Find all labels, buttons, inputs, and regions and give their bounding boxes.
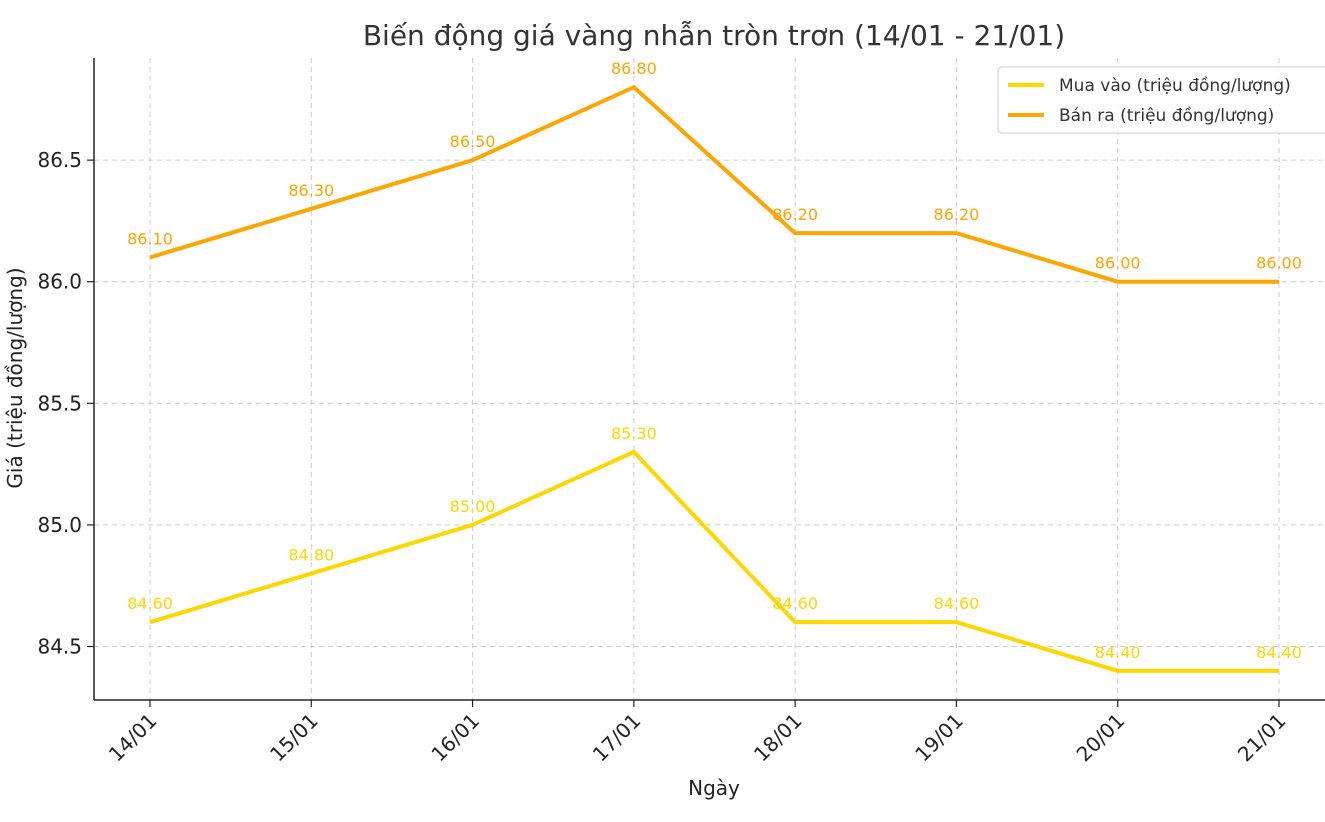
x-tick-label: 17/01	[588, 709, 646, 767]
data-label: 86.30	[288, 181, 334, 200]
data-label: 84.80	[288, 546, 334, 565]
data-label: 85.30	[611, 424, 657, 443]
x-axis-label: Ngày	[688, 776, 740, 800]
data-label: 85.00	[450, 497, 496, 516]
data-label: 86.00	[1095, 254, 1141, 273]
data-label: 86.00	[1256, 254, 1302, 273]
y-tick-label: 84.5	[37, 635, 82, 659]
y-tick-label: 86.5	[37, 148, 82, 172]
data-label: 86.10	[127, 229, 173, 248]
legend: Mua vào (triệu đồng/lượng) Bán ra (triệu …	[997, 66, 1325, 134]
x-tick-label: 14/01	[104, 709, 162, 767]
legend-label: Bán ra (triệu đồng/lượng)	[1059, 105, 1274, 126]
legend-box	[997, 66, 1325, 134]
grid	[94, 58, 1325, 700]
y-tick-label: 86.0	[37, 270, 82, 294]
data-label: 84.60	[934, 594, 980, 613]
ticks: 14/01 15/01 16/01 17/01 18/01 19/01 20/01 21/01…	[37, 148, 1290, 766]
data-label: 84.40	[1256, 643, 1302, 662]
data-label: 84.40	[1095, 643, 1141, 662]
data-label: 86.20	[934, 205, 980, 224]
chart-title: Biến động giá vàng nhẫn tròn trơn (14/01…	[363, 19, 1065, 52]
x-tick-label: 15/01	[265, 709, 323, 767]
data-label: 86.20	[772, 205, 818, 224]
y-axis-label: Giá (triệu đồng/lượng)	[3, 267, 27, 488]
x-tick-label: 18/01	[749, 709, 807, 767]
data-label: 84.60	[772, 594, 818, 613]
legend-label: Mua vào (triệu đồng/lượng)	[1059, 75, 1291, 96]
x-tick-label: 20/01	[1072, 709, 1130, 767]
x-tick-label: 16/01	[426, 709, 484, 767]
data-label: 84.60	[127, 594, 173, 613]
x-tick-label: 19/01	[910, 709, 968, 767]
y-tick-label: 85.5	[37, 391, 82, 415]
series-line-1	[149, 449, 1279, 673]
y-tick-label: 85.0	[37, 513, 82, 537]
series-lines	[149, 84, 1279, 673]
data-labels: 84.60 84.80 85.00 85.30 84.60 84.60 84.40 84.40…	[127, 59, 1302, 662]
axes	[93, 58, 1325, 701]
x-tick-label: 21/01	[1233, 709, 1291, 767]
data-label: 86.80	[611, 59, 657, 78]
series-line-2	[149, 84, 1279, 284]
data-label: 86.50	[450, 132, 496, 151]
